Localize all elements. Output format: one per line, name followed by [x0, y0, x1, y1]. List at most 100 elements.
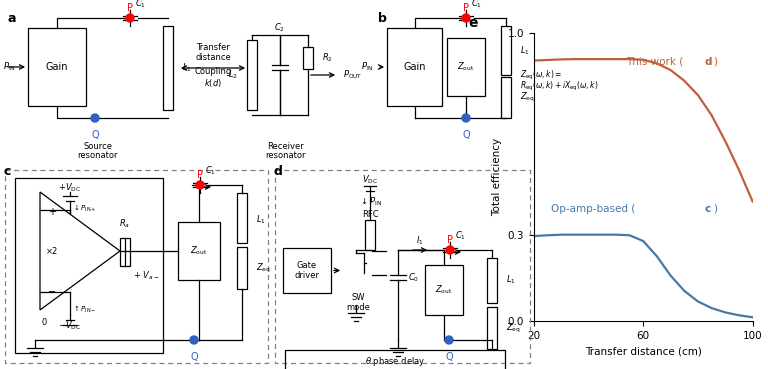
Text: P: P: [197, 170, 203, 180]
Text: $\theta$ phase delay: $\theta$ phase delay: [365, 355, 425, 368]
Text: −: −: [48, 287, 56, 297]
Text: $P_\mathrm{IN}$: $P_\mathrm{IN}$: [3, 61, 15, 73]
Circle shape: [126, 14, 134, 22]
Text: Transfer: Transfer: [196, 44, 230, 52]
Text: Q: Q: [462, 130, 470, 140]
Text: $Z_\mathrm{eq}$: $Z_\mathrm{eq}$: [520, 91, 535, 104]
Text: $I_1$: $I_1$: [416, 235, 424, 247]
Text: c: c: [704, 204, 710, 214]
Text: $L_2$: $L_2$: [228, 69, 238, 81]
Bar: [501, 26, 511, 75]
Text: Coupling: Coupling: [194, 68, 232, 76]
Text: Op-amp-based (: Op-amp-based (: [551, 204, 636, 214]
Circle shape: [462, 14, 470, 22]
Circle shape: [190, 336, 198, 344]
Bar: [5, 170, 268, 363]
Text: $L_1$: $L_1$: [256, 214, 266, 226]
Bar: [120, 238, 130, 266]
Text: $R_2$: $R_2$: [322, 52, 333, 64]
Text: resonator: resonator: [265, 151, 305, 160]
Text: resonator: resonator: [78, 151, 118, 160]
Bar: [501, 77, 511, 118]
Circle shape: [91, 114, 99, 122]
Text: $C_1$: $C_1$: [455, 230, 466, 242]
Text: $R_a$: $R_a$: [120, 217, 131, 230]
Text: Gain: Gain: [46, 62, 68, 72]
Bar: [28, 28, 86, 106]
Text: Source: Source: [84, 142, 112, 151]
Text: $P_\mathrm{OUT}$: $P_\mathrm{OUT}$: [343, 69, 362, 81]
Text: Q: Q: [445, 352, 453, 362]
Bar: [275, 170, 530, 363]
Bar: [247, 40, 257, 110]
Text: $C_1$: $C_1$: [205, 165, 216, 177]
Text: $-V_\mathrm{DC}$: $-V_\mathrm{DC}$: [58, 320, 81, 332]
Text: $Z_\mathrm{eq}$: $Z_\mathrm{eq}$: [256, 262, 271, 275]
Text: $Z_\mathrm{out}$: $Z_\mathrm{out}$: [435, 284, 452, 296]
Text: $L_1$: $L_1$: [182, 62, 192, 74]
Text: $V_\mathrm{DC}$: $V_\mathrm{DC}$: [362, 174, 378, 186]
Bar: [237, 247, 247, 289]
Y-axis label: Total efficiency: Total efficiency: [492, 138, 502, 216]
Text: $P_\mathrm{IN}$: $P_\mathrm{IN}$: [362, 61, 374, 73]
Text: $\downarrow P_\mathrm{IN}$: $\downarrow P_\mathrm{IN}$: [359, 196, 382, 208]
Text: $C_1$: $C_1$: [135, 0, 146, 10]
Bar: [365, 220, 375, 250]
Bar: [285, 350, 505, 369]
Text: distance: distance: [195, 52, 231, 62]
Text: $L_1$: $L_1$: [506, 274, 516, 286]
Circle shape: [445, 336, 453, 344]
Text: SW: SW: [351, 293, 365, 303]
Text: Gain: Gain: [403, 62, 425, 72]
Text: $Z_\mathrm{out}$: $Z_\mathrm{out}$: [190, 245, 207, 257]
Text: $C_0$: $C_0$: [408, 272, 419, 284]
Circle shape: [196, 181, 204, 189]
Text: $Z_\mathrm{eq}(\omega,k)=$: $Z_\mathrm{eq}(\omega,k)=$: [520, 69, 562, 82]
Text: RFC: RFC: [362, 210, 379, 219]
Text: 0: 0: [41, 318, 47, 327]
Text: $C_2$: $C_2$: [274, 22, 286, 34]
Text: mode: mode: [346, 303, 370, 313]
Text: c: c: [3, 165, 11, 178]
Text: $R_\mathrm{eq}(\omega,k)+iX_\mathrm{eq}(\omega,k)$: $R_\mathrm{eq}(\omega,k)+iX_\mathrm{eq}(…: [520, 79, 598, 93]
Text: $Z_\mathrm{eq}$: $Z_\mathrm{eq}$: [506, 321, 521, 335]
Text: d: d: [273, 165, 282, 178]
Bar: [425, 265, 463, 315]
Text: $C_1$: $C_1$: [471, 0, 482, 10]
Text: ): ): [713, 57, 717, 67]
Text: P: P: [463, 3, 469, 13]
Text: Receiver: Receiver: [266, 142, 303, 151]
Text: $Z_\mathrm{out}$: $Z_\mathrm{out}$: [457, 61, 475, 73]
Text: $L_1$: $L_1$: [520, 44, 530, 57]
Text: $\downarrow P_\mathrm{IN+}$: $\downarrow P_\mathrm{IN+}$: [72, 203, 97, 214]
Text: ): ): [713, 204, 717, 214]
Text: b: b: [378, 12, 387, 25]
Bar: [487, 258, 497, 303]
Text: d: d: [704, 57, 712, 67]
Text: +: +: [48, 207, 56, 217]
Bar: [163, 26, 173, 110]
Bar: [178, 222, 220, 280]
Bar: [237, 193, 247, 243]
Bar: [387, 28, 442, 106]
Text: This work (: This work (: [626, 57, 683, 67]
Bar: [447, 38, 485, 96]
Text: $k(d)$: $k(d)$: [204, 77, 222, 89]
Text: Gate: Gate: [297, 261, 317, 270]
Text: $\uparrow P_\mathrm{IN-}$: $\uparrow P_\mathrm{IN-}$: [72, 304, 97, 315]
X-axis label: Transfer distance (cm): Transfer distance (cm): [584, 346, 702, 356]
Text: P: P: [127, 3, 133, 13]
Bar: [15, 178, 163, 353]
Text: $+V_\mathrm{DC}$: $+V_\mathrm{DC}$: [58, 182, 81, 194]
Bar: [487, 307, 497, 349]
Text: driver: driver: [294, 271, 319, 280]
Bar: [303, 47, 313, 69]
Bar: [283, 248, 331, 293]
Text: P: P: [447, 235, 453, 245]
Circle shape: [446, 246, 454, 254]
Text: Q: Q: [91, 130, 99, 140]
Text: Q: Q: [190, 352, 198, 362]
Circle shape: [462, 114, 470, 122]
Text: a: a: [8, 12, 16, 25]
Text: $+\ V_{a-}$: $+\ V_{a-}$: [133, 270, 160, 283]
